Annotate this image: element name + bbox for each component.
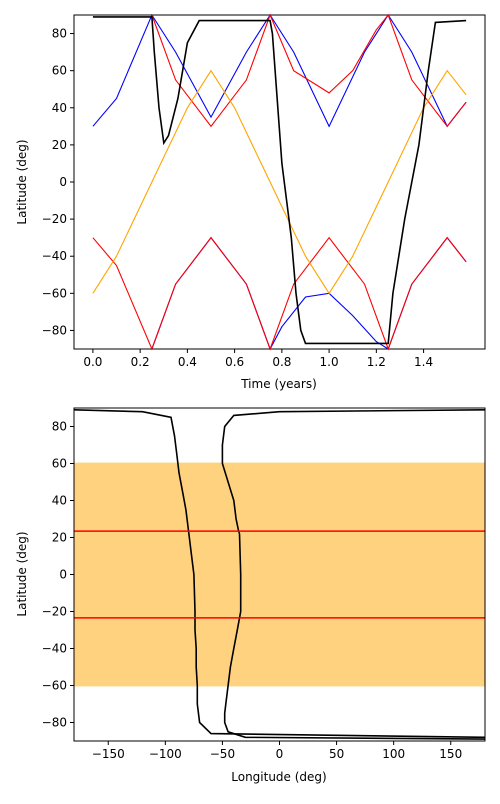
y-tick-label: −80 — [42, 716, 67, 730]
tropics-band — [74, 462, 485, 687]
y-tick-label: 0 — [59, 568, 67, 582]
y-tick-label: 20 — [52, 531, 67, 545]
plot-area-frame — [73, 14, 486, 350]
y-tick-label: −20 — [42, 212, 67, 226]
series-line-4 — [92, 69, 467, 295]
y-tick-label: 60 — [52, 457, 67, 471]
series-line-0 — [92, 13, 467, 128]
x-tick-label: 50 — [329, 747, 344, 761]
series-line-5 — [92, 16, 467, 345]
y-tick-label: 60 — [52, 64, 67, 78]
y-axis-label: Latitude (deg) — [15, 531, 29, 616]
y-tick-label: 40 — [52, 494, 67, 508]
x-tick-label: −150 — [92, 747, 125, 761]
x-tick-label: −50 — [210, 747, 235, 761]
y-tick-label: 20 — [52, 138, 67, 152]
y-tick-label: −40 — [42, 249, 67, 263]
y-tick-label: −80 — [42, 323, 67, 337]
series-line-1 — [151, 236, 467, 351]
x-tick-label: 0.2 — [131, 355, 150, 369]
y-tick-label: 0 — [59, 175, 67, 189]
y-tick-label: 80 — [52, 420, 67, 434]
x-tick-label: 100 — [382, 747, 405, 761]
x-tick-label: 150 — [439, 747, 462, 761]
series-line-0 — [73, 409, 196, 612]
y-tick-label: −20 — [42, 605, 67, 619]
y-axis-label: Latitude (deg) — [15, 139, 29, 224]
series-line-3 — [151, 13, 467, 128]
x-tick-label: 0 — [276, 747, 284, 761]
x-tick-label: 0.6 — [225, 355, 244, 369]
x-axis-label: Time (years) — [240, 377, 317, 391]
series-line-2 — [221, 409, 486, 535]
x-tick-label: 1.4 — [414, 355, 433, 369]
y-tick-label: −60 — [42, 679, 67, 693]
series-line-3 — [223, 533, 486, 740]
series-line-2 — [92, 236, 467, 351]
y-tick-label: 80 — [52, 27, 67, 41]
x-tick-label: 0.8 — [272, 355, 291, 369]
y-tick-label: −40 — [42, 642, 67, 656]
series-line-1 — [194, 611, 486, 739]
time-latitude-chart: 0.0 0.2 0.4 0.6 0.8 1.0 1.2 1.4 −80 −60 −40 −20 0 20… — [15, 13, 486, 391]
longitude-latitude-chart: −150 −100 −50 0 50 100 150 −80 −60 −40 −20 0 20 40 60… — [15, 407, 486, 784]
x-tick-label: −100 — [149, 747, 182, 761]
x-tick-label: 1.2 — [367, 355, 386, 369]
x-tick-label: 0.4 — [178, 355, 197, 369]
x-tick-label: 0.0 — [83, 355, 102, 369]
y-tick-label: 40 — [52, 101, 67, 115]
x-axis-label: Longitude (deg) — [231, 770, 326, 784]
y-tick-label: −60 — [42, 286, 67, 300]
x-tick-label: 1.0 — [320, 355, 339, 369]
